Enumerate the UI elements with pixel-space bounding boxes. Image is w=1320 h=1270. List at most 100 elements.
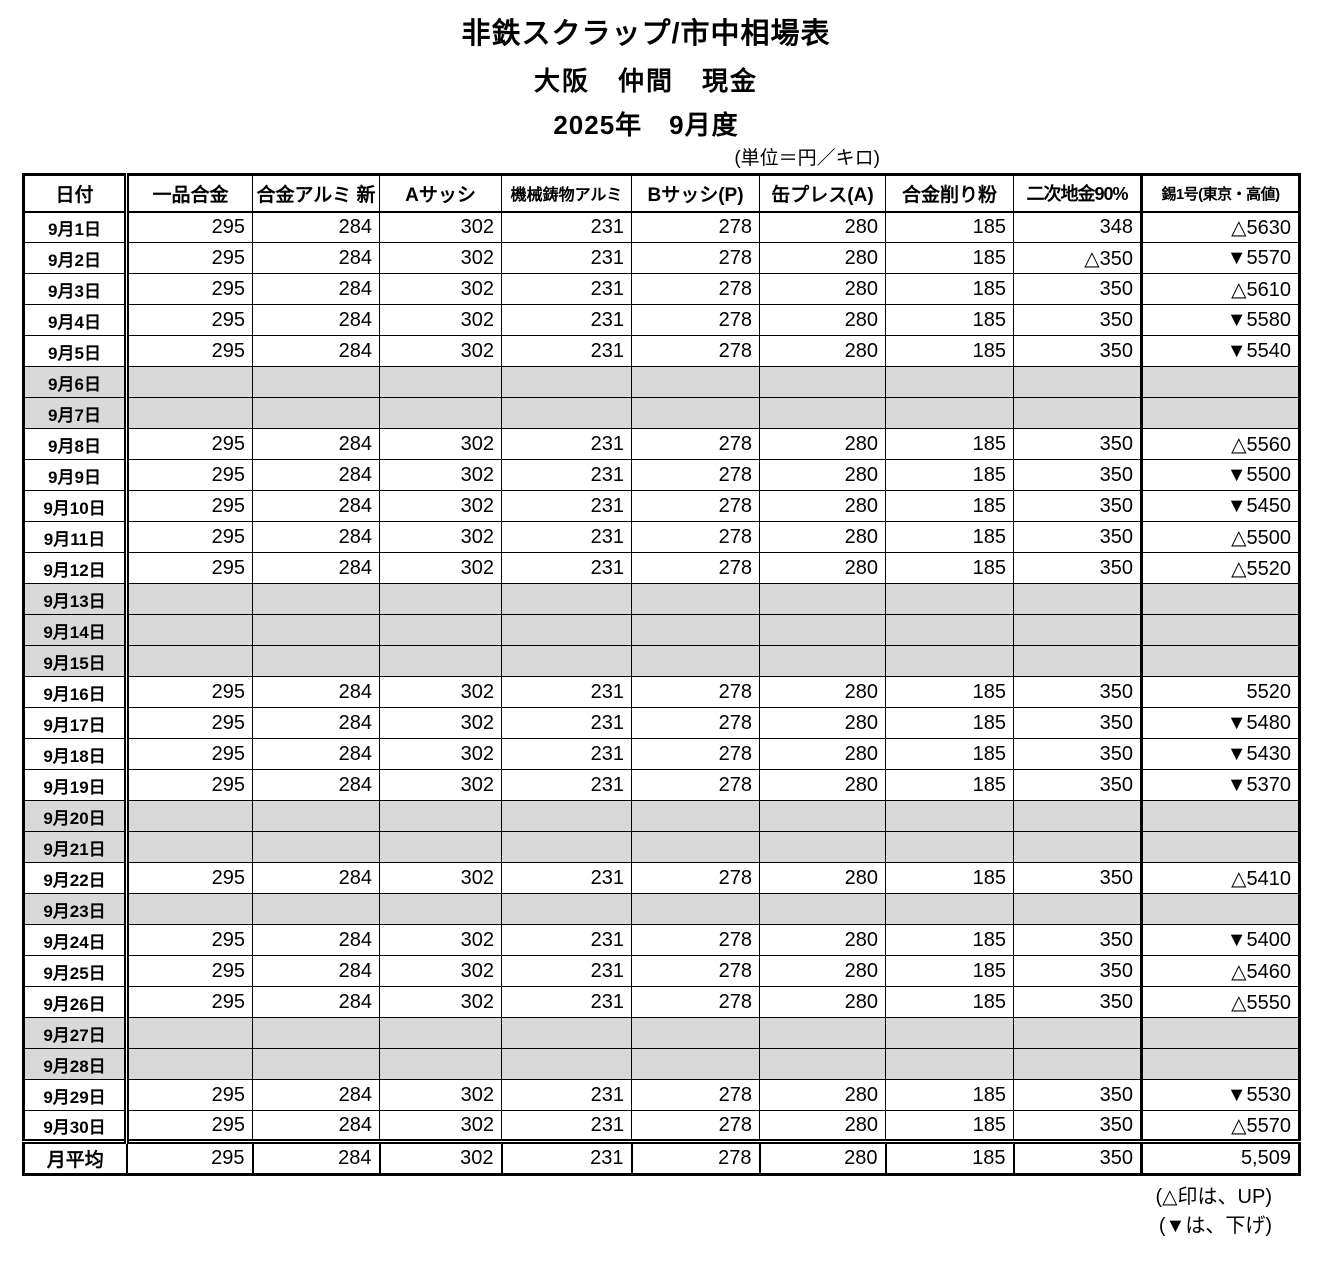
date-cell: 9月3日 — [23, 273, 129, 305]
value-cell — [1140, 366, 1300, 398]
average-value-cell: 231 — [500, 1139, 633, 1176]
value-cell — [126, 800, 253, 832]
value-cell: 350 — [1013, 986, 1142, 1018]
value-cell: △5560 — [1140, 428, 1300, 460]
value-cell: 350 — [1013, 521, 1142, 553]
value-cell: 302 — [379, 211, 502, 243]
value-cell: △5520 — [1140, 552, 1300, 584]
value-cell — [1013, 366, 1142, 398]
value-cell: △5610 — [1140, 273, 1300, 305]
column-header-b-sash: Bサッシ(P) — [631, 174, 760, 213]
value-cell: 295 — [126, 738, 253, 770]
value-cell: 278 — [631, 862, 760, 894]
value-cell — [1140, 397, 1300, 429]
value-cell — [252, 1048, 380, 1080]
value-cell: 302 — [379, 521, 502, 553]
value-cell: 284 — [252, 676, 380, 708]
value-cell — [126, 1048, 253, 1080]
value-cell: 284 — [252, 211, 380, 243]
table-row: 9月13日 — [23, 583, 1300, 615]
value-cell: 280 — [759, 428, 886, 460]
value-cell: 284 — [252, 738, 380, 770]
value-cell: 295 — [126, 862, 253, 894]
table-row: 9月19日 295 284 302 231 278 280 185 350 ▼5370 — [23, 769, 1300, 801]
value-cell — [379, 397, 502, 429]
average-value-cell: 284 — [251, 1139, 381, 1176]
value-cell: 278 — [631, 676, 760, 708]
date-cell: 9月6日 — [23, 366, 129, 398]
value-cell: 278 — [631, 769, 760, 801]
column-header-niji-jigane: 二次地金90% — [1013, 174, 1142, 213]
date-cell: 9月7日 — [23, 397, 129, 429]
value-cell: ▼5570 — [1140, 242, 1300, 274]
value-cell: 280 — [759, 490, 886, 522]
value-cell: 278 — [631, 986, 760, 1018]
value-cell: 231 — [501, 986, 632, 1018]
value-cell: 280 — [759, 552, 886, 584]
value-cell: 350 — [1013, 304, 1142, 336]
value-cell: 280 — [759, 1110, 886, 1142]
table-row: 9月6日 — [23, 366, 1300, 398]
value-cell — [1013, 583, 1142, 615]
value-cell — [885, 1017, 1014, 1049]
value-cell: 280 — [759, 242, 886, 274]
value-cell — [1140, 800, 1300, 832]
value-cell: 278 — [631, 211, 760, 243]
table-row: 9月8日 295 284 302 231 278 280 185 350 △5560 — [23, 428, 1300, 460]
value-cell: 185 — [885, 986, 1014, 1018]
date-cell: 9月10日 — [23, 490, 129, 522]
date-cell: 9月30日 — [23, 1110, 129, 1142]
value-cell: 284 — [252, 1079, 380, 1111]
value-cell: 284 — [252, 335, 380, 367]
value-cell: 231 — [501, 955, 632, 987]
value-cell — [379, 1048, 502, 1080]
value-cell: 278 — [631, 738, 760, 770]
column-header-can-press: 缶プレス(A) — [759, 174, 886, 213]
value-cell — [252, 645, 380, 677]
value-cell — [1140, 614, 1300, 646]
date-cell: 9月9日 — [23, 459, 129, 491]
value-cell — [379, 366, 502, 398]
value-cell: 278 — [631, 335, 760, 367]
value-cell: 295 — [126, 769, 253, 801]
value-cell: 350 — [1013, 676, 1142, 708]
value-cell: 302 — [379, 955, 502, 987]
value-cell: 278 — [631, 273, 760, 305]
value-cell — [631, 1017, 760, 1049]
value-cell: 284 — [252, 490, 380, 522]
value-cell: 302 — [379, 273, 502, 305]
value-cell: 302 — [379, 335, 502, 367]
value-cell — [631, 645, 760, 677]
value-cell — [631, 800, 760, 832]
value-cell: 278 — [631, 304, 760, 336]
date-cell: 9月11日 — [23, 521, 129, 553]
value-cell: ▼5530 — [1140, 1079, 1300, 1111]
value-cell: 302 — [379, 769, 502, 801]
value-cell — [126, 366, 253, 398]
value-cell: 295 — [126, 459, 253, 491]
value-cell: 350 — [1013, 707, 1142, 739]
value-cell — [252, 614, 380, 646]
value-cell: 231 — [501, 335, 632, 367]
value-cell: 231 — [501, 862, 632, 894]
value-cell — [759, 614, 886, 646]
value-cell: 185 — [885, 490, 1014, 522]
value-cell: 278 — [631, 490, 760, 522]
value-cell: ▼5430 — [1140, 738, 1300, 770]
value-cell: 295 — [126, 552, 253, 584]
value-cell: 350 — [1013, 490, 1142, 522]
table-row: 9月14日 — [23, 614, 1300, 646]
value-cell — [252, 831, 380, 863]
value-cell: 280 — [759, 1079, 886, 1111]
date-cell: 9月18日 — [23, 738, 129, 770]
value-cell — [759, 831, 886, 863]
value-cell: 278 — [631, 924, 760, 956]
value-cell — [631, 397, 760, 429]
value-cell — [631, 583, 760, 615]
value-cell — [631, 366, 760, 398]
date-cell: 9月8日 — [23, 428, 129, 460]
value-cell — [126, 614, 253, 646]
value-cell: 280 — [759, 335, 886, 367]
legend-down-note: (▼は、下げ) — [1158, 1215, 1272, 1237]
value-cell — [501, 614, 632, 646]
